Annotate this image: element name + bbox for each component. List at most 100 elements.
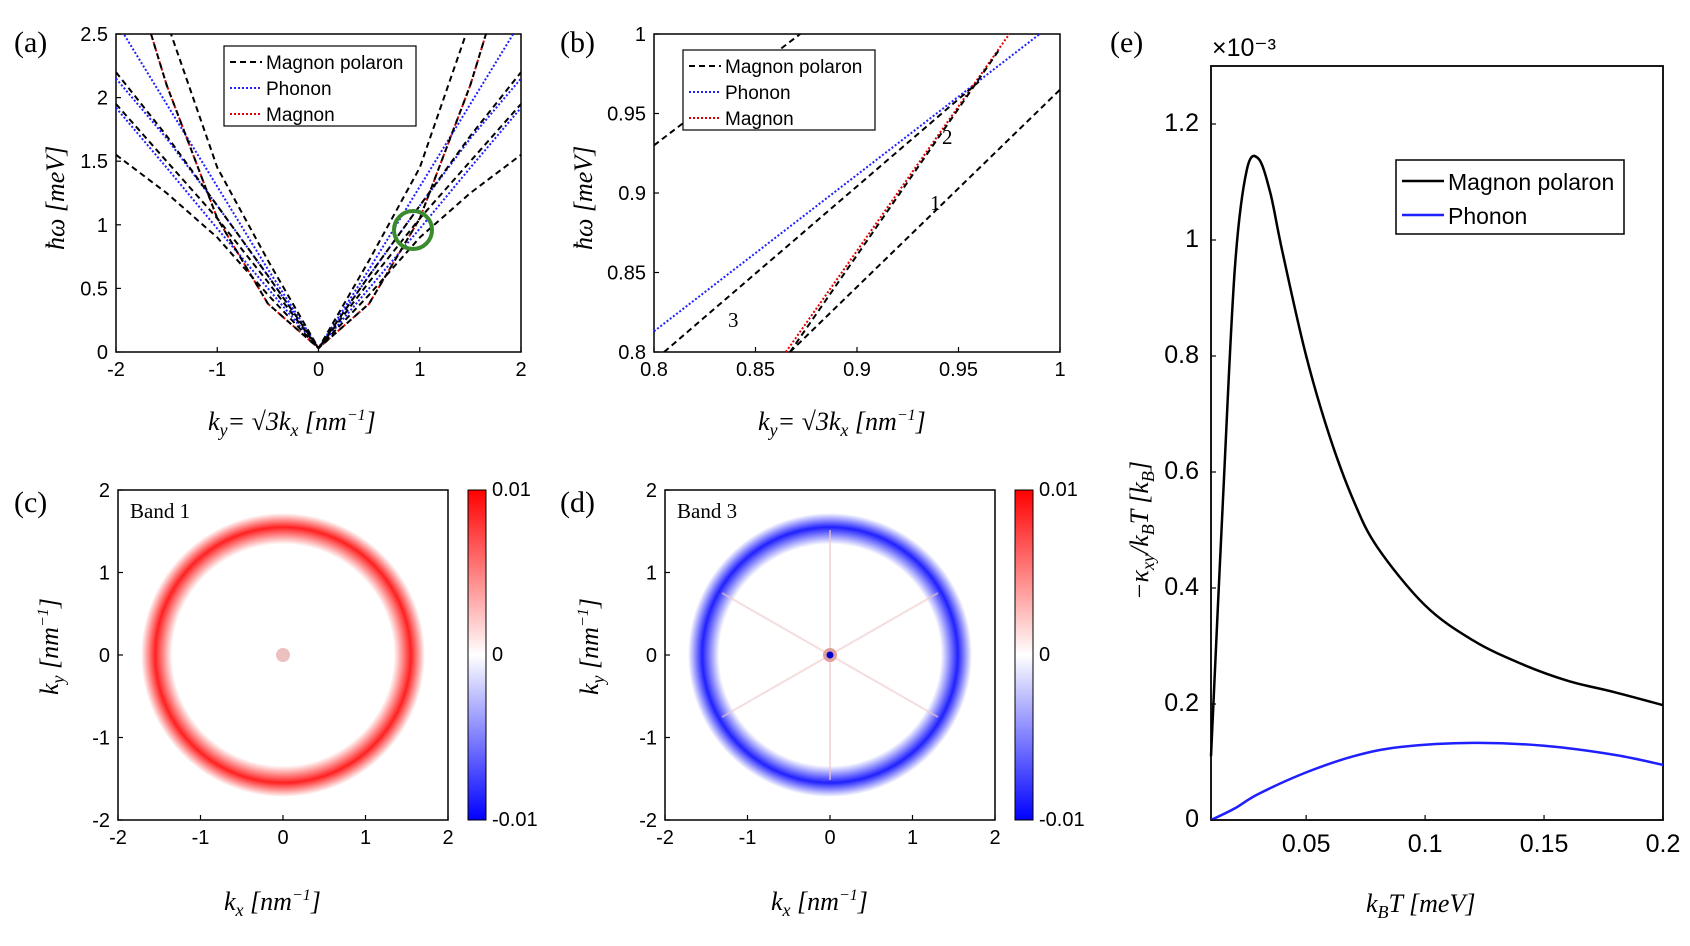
panel-d-ylabel: ky [nm−1] xyxy=(575,598,608,695)
panel-d-xlabel: kx [nm−1] xyxy=(771,887,868,920)
band3-center xyxy=(826,651,834,659)
ytick-label: 2 xyxy=(646,480,657,502)
cbar-c-top: 0.01 xyxy=(492,479,531,501)
series-line xyxy=(116,107,521,350)
xtick-label: -1 xyxy=(192,827,210,849)
panel-e-frame xyxy=(1210,65,1664,821)
xtick-label: -2 xyxy=(109,827,127,849)
annotation-2: 2 xyxy=(942,125,953,149)
ytick-label: 0 xyxy=(99,645,110,667)
xtick-label: 0.05 xyxy=(1282,830,1331,858)
ytick-label: 2 xyxy=(97,88,108,110)
panel-label-e: (e) xyxy=(1110,26,1143,59)
xtick-label: 2 xyxy=(515,359,526,381)
highlight-circle xyxy=(392,209,434,251)
cbar-d-mid: 0 xyxy=(1039,644,1050,666)
cbar-d-bottom: -0.01 xyxy=(1039,809,1085,831)
panel-c-ylabel: ky [nm−1] xyxy=(35,598,68,695)
xtick-label: 0.1 xyxy=(1408,830,1443,858)
panel-label-d: (d) xyxy=(560,486,595,519)
colorbar-c xyxy=(467,489,487,821)
xtick-label: 0 xyxy=(824,827,835,849)
ytick-label: 0.95 xyxy=(607,104,646,126)
ytick-label: 1 xyxy=(635,24,646,46)
ytick-label: 0.6 xyxy=(1164,457,1199,485)
panel-label-c: (c) xyxy=(14,486,47,519)
ytick-label: -2 xyxy=(92,810,110,832)
panel-b-ylabel: ħω [meV] xyxy=(569,146,598,250)
ytick-label: 0 xyxy=(646,645,657,667)
ytick-label: -1 xyxy=(92,728,110,750)
panel-e-legend: Magnon polaron Phonon xyxy=(1395,159,1625,235)
panel-e-ylabel: −κxy/kBT [kB] xyxy=(1125,461,1158,600)
cbar-c-mid: 0 xyxy=(492,644,503,666)
legend-a-magnon: Magnon xyxy=(266,105,335,126)
series-line xyxy=(663,80,980,353)
colorbar-d xyxy=(1014,489,1034,821)
panel-b: Magnon polaron Phonon Magnon 2 1 3 0.8 0.… xyxy=(569,24,1066,440)
ytick-label: -2 xyxy=(639,810,657,832)
ytick-label: 0 xyxy=(97,342,108,364)
exponent-label: ×10⁻³ xyxy=(1212,34,1276,62)
legend-b-phonon: Phonon xyxy=(725,83,791,104)
annotation-1: 1 xyxy=(930,191,941,215)
panel-c-xlabel: kx [nm−1] xyxy=(224,887,321,920)
xtick-label: 0 xyxy=(313,359,324,381)
ytick-label: 0.5 xyxy=(80,278,108,300)
band3-spokes xyxy=(721,530,939,780)
panel-b-series xyxy=(653,33,1061,353)
ytick-label: 2.5 xyxy=(80,24,108,46)
xtick-label: -2 xyxy=(107,359,125,381)
xtick-label: 0.15 xyxy=(1520,830,1569,858)
annotation-3: 3 xyxy=(728,308,739,332)
legend-e-polaron: Magnon polaron xyxy=(1448,169,1614,195)
series-line xyxy=(789,49,1000,353)
xtick-label: 1 xyxy=(907,827,918,849)
panel-a-ylabel: ħω [meV] xyxy=(41,146,70,250)
panel-label-a: (a) xyxy=(14,26,47,59)
series-line xyxy=(789,88,1061,353)
panel-c: Band 1 0.01 0 -0.01 -2 -1 0 1 2 -2 -1 0 1 2 kx [n… xyxy=(35,479,538,920)
panel-a: Magnon polaron Phonon Magnon -2 -1 0 1 2 0 0.5… xyxy=(41,24,527,440)
ytick-label: 0.9 xyxy=(618,183,646,205)
legend-a-phonon: Phonon xyxy=(266,79,332,100)
xtick-label: 0.8 xyxy=(640,359,668,381)
series-line xyxy=(116,103,521,350)
panel-d: Band 3 0.01 0 -0.01 -2 -1 0 1 2 -2 -1 0 1 2 kx [n… xyxy=(575,479,1085,920)
band1-center xyxy=(276,648,290,662)
xtick-label: 1 xyxy=(1054,359,1065,381)
ytick-label: 1.2 xyxy=(1164,109,1199,137)
cbar-c-bottom: -0.01 xyxy=(492,809,538,831)
panel-b-legend: Magnon polaron Phonon Magnon xyxy=(682,49,876,131)
xtick-label: 1 xyxy=(360,827,371,849)
series-line-phonon xyxy=(1210,741,1664,822)
panel-b-xlabel: ky= √3kx [nm−1] xyxy=(758,407,926,440)
xtick-label: 0.85 xyxy=(736,359,775,381)
xtick-label: 0.95 xyxy=(939,359,978,381)
panel-a-legend: Magnon polaron Phonon Magnon xyxy=(223,45,417,127)
ytick-label: 1 xyxy=(1185,225,1199,253)
ytick-label: 0.2 xyxy=(1164,689,1199,717)
ytick-label: 1.5 xyxy=(80,151,108,173)
ytick-label: 1 xyxy=(99,563,110,585)
panel-e: ×10⁻³ Magnon polaron Phonon 0.05 0.1 0.15 0… xyxy=(1125,34,1680,922)
panel-a-xlabel: ky= √3kx [nm−1] xyxy=(208,407,376,440)
xtick-label: -2 xyxy=(656,827,674,849)
series-line xyxy=(116,154,521,350)
band3-label: Band 3 xyxy=(677,499,737,523)
series-line xyxy=(785,33,1011,353)
legend-b-polaron: Magnon polaron xyxy=(725,57,862,78)
xtick-label: 0.9 xyxy=(843,359,871,381)
xtick-label: 1 xyxy=(414,359,425,381)
cbar-d-top: 0.01 xyxy=(1039,479,1078,501)
ytick-label: 0.4 xyxy=(1164,573,1199,601)
panel-label-b: (b) xyxy=(560,26,595,59)
xtick-label: 0 xyxy=(277,827,288,849)
panel-e-xlabel: kBT [meV] xyxy=(1366,889,1475,922)
legend-e-phonon: Phonon xyxy=(1448,203,1527,229)
xtick-label: 2 xyxy=(442,827,453,849)
ytick-label: 1 xyxy=(97,215,108,237)
legend-b-magnon: Magnon xyxy=(725,109,794,130)
ytick-label: 0.8 xyxy=(618,342,646,364)
